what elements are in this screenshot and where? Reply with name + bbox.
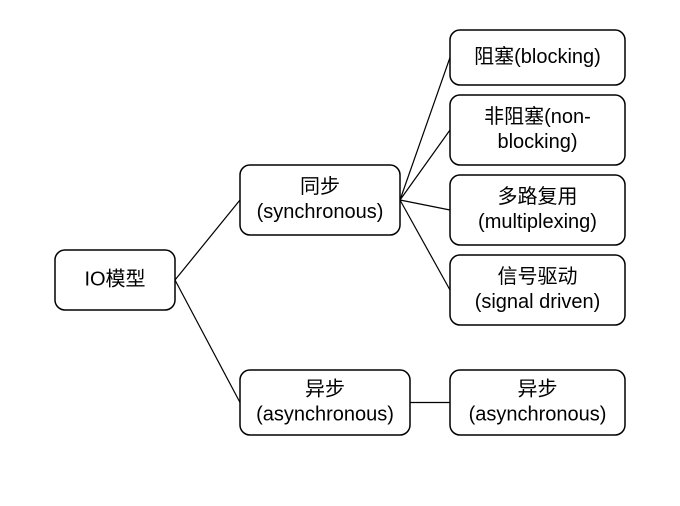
node-sync-label-0: 同步 [300,175,340,198]
edge-sync-nonblk [400,130,450,200]
node-async2-label-0: 异步 [518,377,558,400]
node-signal-label-1: (signal driven) [475,291,601,313]
io-model-diagram: IO模型 同步 (synchronous) 异步 (asynchronous) 阻塞(bl… [0,0,680,506]
node-mux-label-0: 多路复用 [498,185,578,208]
node-nonblk-label-1: blocking) [497,131,577,153]
node-block: 阻塞(blocking) [450,30,625,85]
node-async-label-1: (asynchronous) [256,403,394,425]
node-mux: 多路复用 (multiplexing) [450,175,625,245]
node-async-label-0: 异步 [305,377,345,400]
node-mux-label-1: (multiplexing) [478,211,597,233]
edge-sync-block [400,58,450,201]
edge-sync-mux [400,200,450,210]
node-signal-label-0: 信号驱动 [498,265,578,288]
node-root: IO模型 [55,250,175,310]
edge-root-async [175,280,240,403]
node-async2-label-1: (asynchronous) [469,403,607,425]
node-signal: 信号驱动 (signal driven) [450,255,625,325]
node-root-label-0: IO模型 [84,267,145,290]
node-nonblk-label-0: 非阻塞(non- [484,105,591,128]
node-nonblk: 非阻塞(non-blocking) [450,95,625,165]
node-async2: 异步 (asynchronous) [450,370,625,435]
node-async: 异步 (asynchronous) [240,370,410,435]
node-sync-label-1: (synchronous) [257,201,384,223]
node-block-label-0: 阻塞(blocking) [474,45,601,68]
edge-sync-signal [400,200,450,290]
node-sync: 同步 (synchronous) [240,165,400,235]
edge-root-sync [175,200,240,280]
